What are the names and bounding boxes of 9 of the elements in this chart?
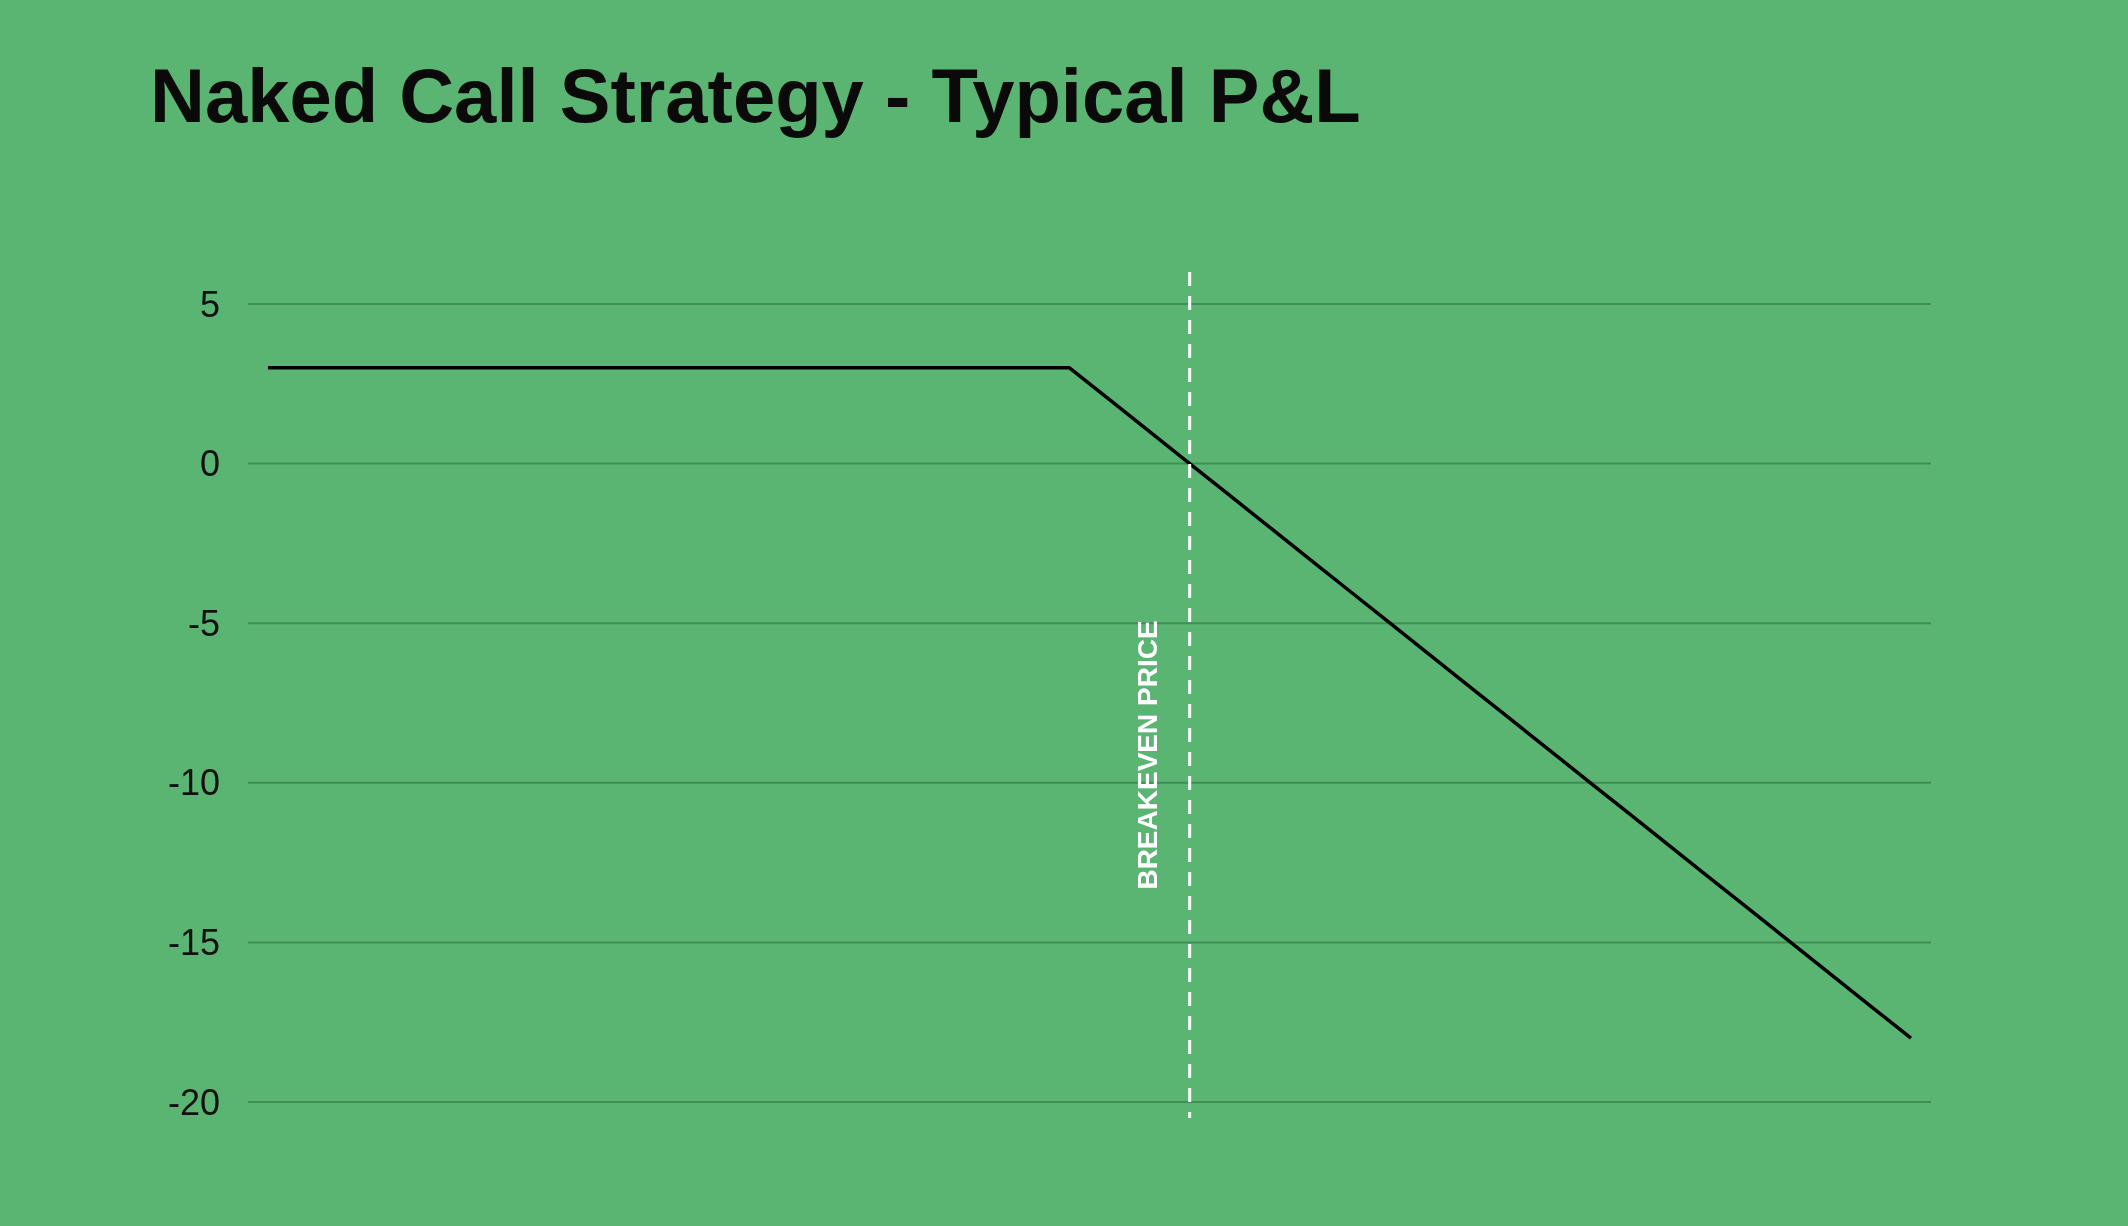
y-tick-label: 5	[199, 283, 220, 325]
y-tick-label: -5	[187, 602, 220, 644]
y-tick-label: -15	[167, 922, 220, 964]
y-tick-label: 0	[199, 443, 220, 485]
chart-title: Naked Call Strategy - Typical P&L	[150, 53, 1361, 138]
line-series	[266, 366, 1913, 1040]
annotation: BREAKEVEN PRICE	[1132, 620, 1164, 890]
y-tick-label: -10	[167, 762, 220, 804]
y-tick-label: -20	[167, 1081, 220, 1123]
